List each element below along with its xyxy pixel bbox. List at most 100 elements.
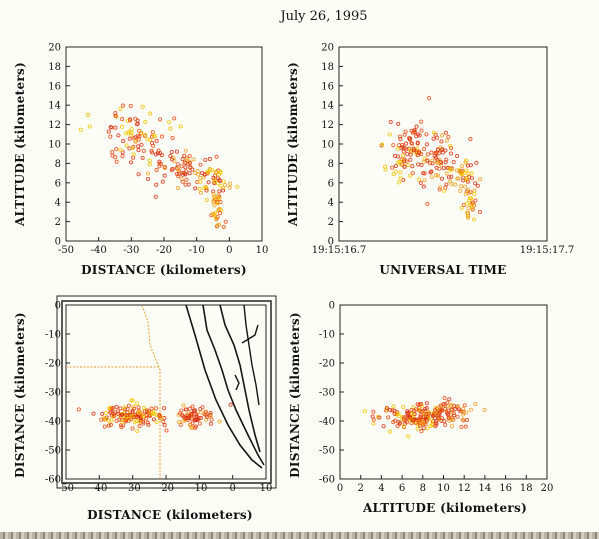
data-point xyxy=(183,165,188,170)
data-point xyxy=(125,407,130,412)
data-point xyxy=(126,131,131,136)
data-point xyxy=(156,148,161,153)
y-tick-label: 14 xyxy=(321,101,334,112)
x-tick-label: 2 xyxy=(358,483,364,494)
x-tick-label: 18 xyxy=(520,483,533,494)
data-point xyxy=(130,146,135,151)
data-point xyxy=(187,406,192,411)
data-point xyxy=(140,155,145,160)
data-point xyxy=(129,398,134,403)
data-point xyxy=(162,423,167,428)
data-point xyxy=(468,163,473,168)
data-point xyxy=(210,168,215,173)
data-point xyxy=(126,403,131,408)
data-point xyxy=(110,150,115,155)
data-point xyxy=(401,177,406,183)
data-point xyxy=(459,424,464,430)
data-point xyxy=(471,217,477,222)
data-point xyxy=(398,170,403,175)
data-point xyxy=(179,408,184,413)
data-point xyxy=(87,124,92,129)
data-point xyxy=(120,103,126,108)
data-point xyxy=(135,133,140,139)
data-point xyxy=(448,143,453,148)
data-point xyxy=(136,137,141,142)
data-point xyxy=(448,168,453,173)
data-point xyxy=(459,172,464,177)
data-point xyxy=(118,106,123,112)
data-point xyxy=(424,401,429,406)
data-point xyxy=(183,407,188,412)
data-point xyxy=(413,420,418,425)
data-point xyxy=(186,182,191,187)
data-point xyxy=(448,415,453,420)
data-point xyxy=(126,418,131,423)
data-point xyxy=(417,177,422,182)
data-point xyxy=(118,423,124,428)
data-point xyxy=(184,177,189,182)
data-point xyxy=(430,158,435,163)
x-tick-label: 16 xyxy=(499,483,512,494)
y-tick-label: -20 xyxy=(319,359,335,370)
x-tick-label: -10 xyxy=(189,245,205,256)
data-point xyxy=(135,118,140,123)
x-tick-label: 0 xyxy=(229,483,235,494)
data-point xyxy=(423,422,428,427)
data-point xyxy=(415,426,420,431)
data-point xyxy=(157,414,162,419)
data-point xyxy=(114,159,119,164)
data-point xyxy=(462,403,467,408)
data-point xyxy=(187,171,192,176)
data-point xyxy=(410,171,415,176)
data-point xyxy=(151,417,156,422)
panel-2-ylabel: ALTITUDE (kilometers) xyxy=(286,62,300,227)
data-point xyxy=(387,132,392,137)
data-point xyxy=(198,415,204,420)
x-tick-label: -20 xyxy=(158,483,174,494)
data-point xyxy=(393,418,398,423)
data-point xyxy=(419,119,424,124)
map-outer-border xyxy=(56,295,277,489)
data-point xyxy=(78,127,83,132)
y-tick-label: 0 xyxy=(328,237,334,248)
data-point xyxy=(418,414,423,419)
data-point xyxy=(131,415,136,420)
data-point xyxy=(141,414,146,419)
data-point xyxy=(150,411,155,416)
data-point xyxy=(136,148,141,153)
data-point xyxy=(410,418,415,423)
data-point xyxy=(193,170,198,176)
data-point xyxy=(130,410,135,415)
data-point xyxy=(139,130,144,135)
y-tick-label: 18 xyxy=(321,62,334,73)
figure-title: July 26, 1995 xyxy=(278,9,367,24)
data-point xyxy=(435,135,440,140)
x-tick-label: -50 xyxy=(58,483,74,494)
data-point xyxy=(107,406,112,411)
data-point xyxy=(459,164,464,169)
panel-1-ticks: -50 -40 -30 -20 -10 0 10 0 2 4 6 8 10 12 14 16 18 20 xyxy=(48,43,268,257)
data-point xyxy=(388,407,393,413)
data-point xyxy=(383,167,388,172)
data-point xyxy=(211,200,216,205)
data-point xyxy=(168,153,173,159)
y-tick-label: -30 xyxy=(319,388,335,399)
data-point xyxy=(185,413,190,418)
data-point xyxy=(187,160,193,165)
data-point xyxy=(439,133,445,138)
data-point xyxy=(391,172,396,177)
data-point xyxy=(452,413,457,418)
data-point xyxy=(475,183,480,188)
data-point xyxy=(419,128,424,133)
map-river-line xyxy=(202,304,265,466)
data-point xyxy=(149,406,154,411)
data-point xyxy=(472,188,477,193)
data-point xyxy=(424,418,429,423)
data-point xyxy=(455,414,460,419)
panel-2-frame xyxy=(338,46,548,242)
data-point xyxy=(439,408,444,413)
y-tick-label: 0 xyxy=(55,237,61,248)
y-tick-label: 2 xyxy=(328,217,334,228)
data-point xyxy=(213,170,218,175)
